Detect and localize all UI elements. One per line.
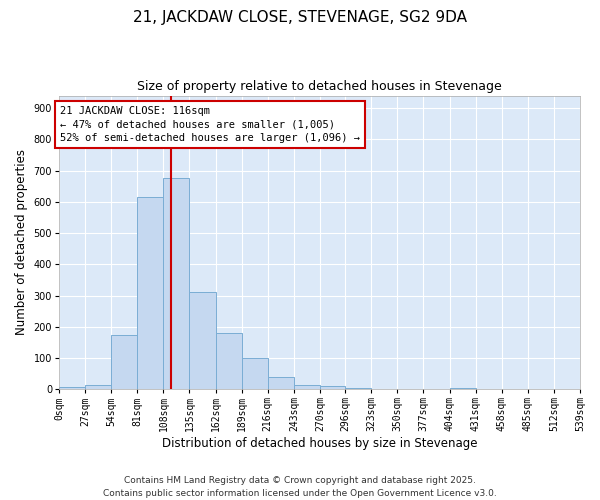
Y-axis label: Number of detached properties: Number of detached properties [15, 150, 28, 336]
Bar [320, 386, 345, 389]
Bar [137, 197, 163, 389]
Bar [59, 387, 85, 389]
Bar [268, 377, 294, 389]
Title: Size of property relative to detached houses in Stevenage: Size of property relative to detached ho… [137, 80, 502, 93]
X-axis label: Distribution of detached houses by size in Stevenage: Distribution of detached houses by size … [162, 437, 477, 450]
Text: 21, JACKDAW CLOSE, STEVENAGE, SG2 9DA: 21, JACKDAW CLOSE, STEVENAGE, SG2 9DA [133, 10, 467, 25]
Bar [190, 292, 215, 389]
Bar [111, 334, 137, 389]
Bar [345, 388, 371, 389]
Bar [294, 384, 320, 389]
Bar [85, 384, 111, 389]
Bar [242, 358, 268, 389]
Bar [449, 388, 476, 389]
Bar [215, 333, 242, 389]
Text: Contains HM Land Registry data © Crown copyright and database right 2025.
Contai: Contains HM Land Registry data © Crown c… [103, 476, 497, 498]
Text: 21 JACKDAW CLOSE: 116sqm
← 47% of detached houses are smaller (1,005)
52% of sem: 21 JACKDAW CLOSE: 116sqm ← 47% of detach… [60, 106, 360, 143]
Bar [163, 178, 190, 389]
